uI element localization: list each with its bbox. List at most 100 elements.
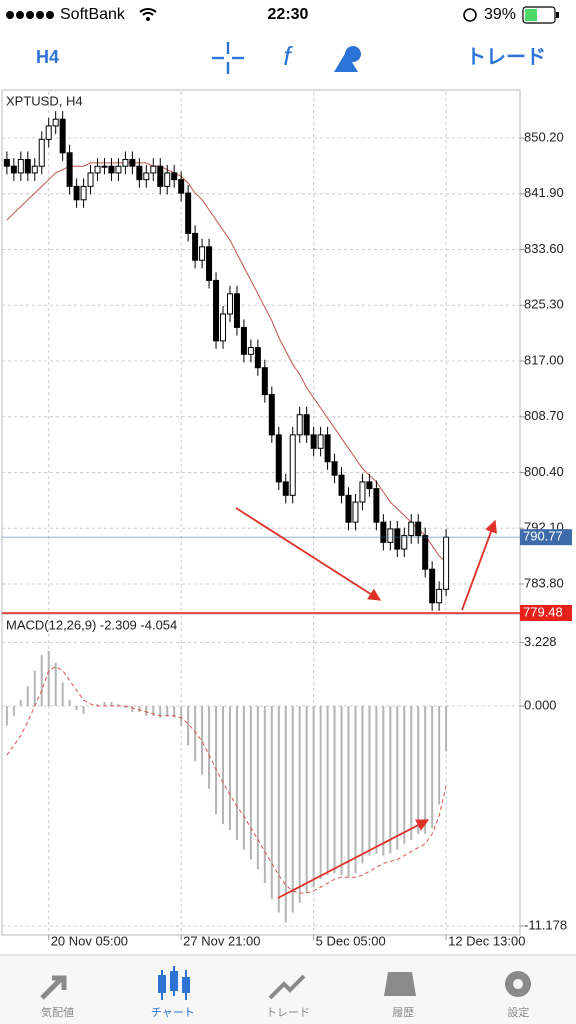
candle-body	[213, 279, 220, 342]
clock: 22:30	[268, 6, 309, 23]
macd-bar	[438, 705, 441, 805]
crosshair-button[interactable]	[212, 42, 244, 74]
y-tick-label: 850.20	[524, 129, 564, 144]
annotations	[235, 507, 497, 899]
price-tag	[520, 605, 572, 621]
candle-body	[73, 185, 80, 201]
panel-title: MACD(12,26,9) -2.309 -4.054	[6, 617, 177, 632]
macd-bar	[256, 705, 259, 870]
candle-body	[338, 474, 345, 496]
macd-bar	[152, 705, 155, 716]
candle-body	[387, 528, 394, 543]
candle-body	[66, 152, 73, 187]
arrow-up	[461, 519, 497, 611]
macd-bar	[431, 705, 434, 829]
carrier: SoftBank	[60, 6, 126, 23]
objects-button[interactable]	[334, 46, 361, 72]
candle-body	[136, 165, 143, 181]
tab-label[interactable]: 履歴	[392, 1006, 414, 1019]
price-tag	[520, 529, 572, 546]
candle-body	[220, 313, 227, 342]
macd-bar	[40, 654, 43, 706]
x-tick-label: 20 Nov 05:00	[51, 933, 128, 948]
macd-bar	[368, 705, 371, 856]
candle-body	[192, 232, 199, 261]
candle-body	[345, 494, 352, 523]
macd-bar	[249, 705, 252, 860]
macd-bar	[382, 705, 385, 856]
candle-body	[373, 488, 380, 523]
candle-body	[185, 192, 192, 234]
tab-label[interactable]: チャート	[151, 1006, 195, 1019]
macd-bar	[68, 700, 71, 706]
battery	[522, 6, 556, 24]
macd-bar	[312, 705, 315, 888]
candle-body	[275, 434, 282, 483]
macd-bar	[131, 705, 134, 712]
candle-body	[247, 347, 254, 355]
x-tick-label: 12 Dec 13:00	[448, 933, 525, 948]
candle-body	[24, 159, 31, 174]
candle-body	[94, 165, 101, 174]
candle-body	[261, 367, 268, 396]
candle-body	[366, 481, 373, 490]
y-tick-label: 808.70	[524, 408, 564, 423]
tab-label[interactable]: 気配値	[41, 1005, 74, 1019]
macd-bar	[26, 686, 29, 706]
macd-bar	[305, 705, 308, 893]
macd-bar	[194, 705, 197, 762]
candle-body	[3, 159, 10, 167]
macd-bar	[228, 705, 231, 830]
candle-body	[143, 172, 150, 181]
timeframe-button[interactable]: H4	[36, 47, 59, 67]
candle-body	[178, 179, 185, 194]
candle-body	[10, 165, 17, 174]
macd-bar	[410, 705, 413, 840]
battery-tip	[556, 12, 559, 18]
y-tick-label: 800.40	[524, 464, 564, 479]
arrow-macd	[277, 819, 430, 899]
macd-bar	[138, 705, 141, 712]
macd-bar	[82, 705, 85, 714]
x-tick-label: 5 Dec 05:00	[316, 933, 386, 948]
price-tag-label: 779.48	[523, 604, 563, 619]
candle-body	[108, 165, 115, 174]
y-tick-label: 825.30	[524, 297, 564, 312]
macd-bar	[319, 705, 322, 880]
macd-bar	[201, 705, 204, 775]
candle-body	[45, 125, 52, 140]
candle-body	[317, 434, 324, 449]
candle-body	[157, 165, 164, 187]
y-tick-label: 817.00	[524, 352, 564, 367]
arrow-down	[235, 507, 382, 601]
tab-bar: 気配値 チャート トレード 履歴 設定	[0, 954, 576, 1024]
candle-body	[17, 159, 24, 174]
candle-body	[380, 521, 387, 543]
candle-body	[122, 159, 129, 167]
indicator-button[interactable]: f	[283, 41, 293, 71]
tab-label[interactable]: 設定	[507, 1005, 529, 1019]
wifi-icon	[139, 8, 157, 16]
macd-bar	[277, 705, 280, 913]
candle-body	[289, 434, 296, 496]
trade-button[interactable]: トレード	[466, 46, 546, 68]
macd-bar	[270, 705, 273, 899]
y-tick-label: 841.90	[524, 185, 564, 200]
moving-average	[6, 162, 447, 563]
macd-bar	[187, 705, 190, 746]
candle-body	[150, 165, 157, 174]
y-tick-label: 783.80	[524, 575, 564, 590]
macd-bar	[215, 705, 218, 815]
macd-bar	[340, 705, 343, 876]
candle-body	[38, 138, 45, 167]
candle-body	[171, 172, 178, 181]
candle-body	[80, 185, 87, 201]
x-tick-label: 27 Nov 21:00	[183, 933, 260, 948]
macd-bar	[298, 705, 301, 903]
lock-icon	[463, 8, 477, 22]
y-tick-label: 833.60	[524, 241, 564, 256]
macd-bar	[403, 705, 406, 844]
tab-label[interactable]: トレード	[266, 1007, 310, 1019]
